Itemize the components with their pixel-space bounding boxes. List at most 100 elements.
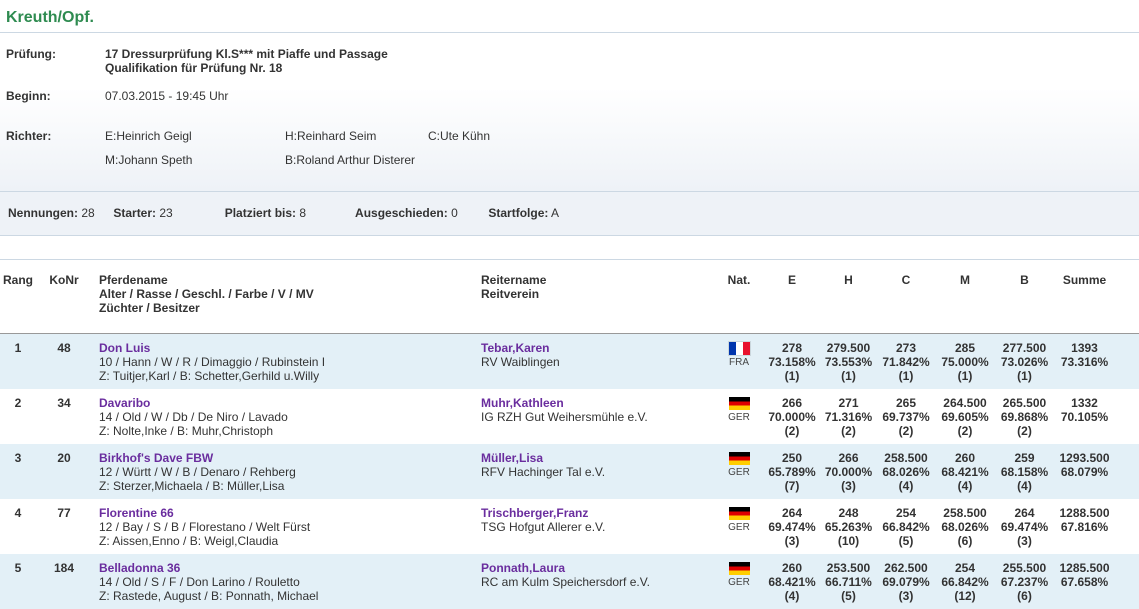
nation-cell: FRA	[714, 341, 764, 383]
score-b-rank: (2)	[1017, 424, 1032, 438]
rider-name-link[interactable]: Trischberger,Franz	[481, 506, 589, 520]
score-c-cell: 265 69.737% (2)	[877, 396, 935, 438]
judges-list: E:Heinrich Geigl H:Reinhard Seim C:Ute Küh…	[105, 129, 490, 167]
score-h-percent: 70.000%	[824, 465, 873, 479]
rider-club: IG RZH Gut Weihersmühle e.V.	[481, 410, 648, 424]
score-c-percent: 66.842%	[882, 520, 930, 534]
score-m-percent: 66.842%	[941, 575, 989, 589]
horse-details: 14 / Old / S / F / Don Larino / Rouletto	[99, 575, 300, 589]
score-b-percent: 69.474%	[1000, 520, 1049, 534]
horse-name-link[interactable]: Birkhof's Dave FBW	[99, 451, 214, 465]
header-judge-e: E	[787, 273, 796, 287]
score-e-percent: 65.789%	[768, 465, 816, 479]
rider-club: RC am Kulm Speichersdorf e.V.	[481, 575, 650, 589]
pruefung-line1: 17 Dressurprüfung Kl.S*** mit Piaffe und…	[105, 47, 388, 61]
rank-cell: 5	[14, 561, 22, 575]
score-b-percent: 73.026%	[1000, 355, 1049, 369]
header-pferdename-line1: Pferdename	[99, 273, 168, 287]
start-number-cell: 20	[57, 451, 71, 465]
horse-name-link[interactable]: Belladonna 36	[99, 561, 181, 575]
score-m-cell: 285 75.000% (1)	[935, 341, 995, 383]
horse-breeding: Z: Aissen,Enno / B: Weigl,Claudia	[99, 534, 279, 548]
table-row: 4 77 Florentine 66 12 / Bay / S / B / Fl…	[0, 499, 1139, 554]
score-h-cell: 266 70.000% (3)	[820, 451, 877, 493]
score-m-rank: (4)	[957, 479, 973, 493]
nation-code: GER	[728, 467, 750, 478]
score-h-percent: 71.316%	[824, 410, 873, 424]
rider-cell: Muhr,Kathleen IG RZH Gut Weihersmühle e.…	[474, 396, 714, 438]
header-reitername-line2: Reitverein	[481, 287, 540, 301]
score-b-percent: 67.237%	[1000, 575, 1049, 589]
flag-ger-icon	[728, 452, 750, 465]
flag-ger-icon	[728, 397, 750, 410]
judge-c: C:Ute Kühn	[428, 129, 491, 143]
rider-name-link[interactable]: Müller,Lisa	[481, 451, 544, 465]
score-h-cell: 271 71.316% (2)	[820, 396, 877, 438]
score-b-cell: 264 69.474% (3)	[995, 506, 1054, 548]
judges-line-2: M:Johann Speth B:Roland Arthur Disterer	[105, 153, 490, 167]
score-b-rank: (1)	[1017, 369, 1032, 383]
stat-platziert-value: 8	[299, 206, 307, 220]
score-h-percent: 66.711%	[825, 575, 872, 589]
score-c-rank: (5)	[898, 534, 914, 548]
horse-name-link[interactable]: Florentine 66	[99, 506, 174, 520]
score-e-cell: 250 65.789% (7)	[764, 451, 820, 493]
score-summe-percent: 73.316%	[1060, 355, 1109, 369]
header-pferdename-line2: Alter / Rasse / Geschl. / Farbe / V / MV	[99, 287, 314, 301]
horse-details: 14 / Old / W / Db / De Niro / Lavado	[99, 410, 288, 424]
score-c-points: 254	[895, 506, 917, 520]
stat-startfolge: Startfolge: A	[488, 206, 559, 220]
pruefung-value: 17 Dressurprüfung Kl.S*** mit Piaffe und…	[105, 47, 388, 75]
score-b-percent: 68.158%	[1000, 465, 1049, 479]
score-m-percent: 75.000%	[941, 355, 989, 369]
score-m-rank: (2)	[957, 424, 973, 438]
score-m-rank: (6)	[957, 534, 973, 548]
nation-cell: GER	[714, 396, 764, 438]
score-c-rank: (1)	[898, 369, 914, 383]
score-c-points: 262.500	[884, 561, 928, 575]
horse-name-link[interactable]: Davaribo	[99, 396, 151, 410]
rider-cell: Ponnath,Laura RC am Kulm Speichersdorf e…	[474, 561, 714, 603]
score-e-points: 266	[781, 396, 803, 410]
rider-name-link[interactable]: Ponnath,Laura	[481, 561, 566, 575]
score-b-points: 255.500	[1002, 561, 1047, 575]
rider-name-link[interactable]: Muhr,Kathleen	[481, 396, 564, 410]
horse-cell: Belladonna 36 14 / Old / S / F / Don Lar…	[92, 561, 474, 603]
score-m-percent: 68.026%	[941, 520, 989, 534]
score-b-cell: 277.500 73.026% (1)	[995, 341, 1054, 383]
rider-cell: Müller,Lisa RFV Hachinger Tal e.V.	[474, 451, 714, 493]
stat-starter-label: Starter:	[113, 206, 157, 220]
score-summe-points: 1293.500	[1059, 451, 1110, 465]
horse-breeding: Z: Rastede, August / B: Ponnath, Michael	[99, 589, 319, 603]
score-c-cell: 254 66.842% (5)	[877, 506, 935, 548]
stat-nennungen-label: Nennungen:	[8, 206, 78, 220]
nation-code: FRA	[729, 357, 749, 368]
rider-club: TSG Hofgut Allerer e.V.	[481, 520, 606, 534]
stat-startfolge-label: Startfolge:	[488, 206, 549, 220]
header-judge-m: M	[960, 273, 970, 287]
judge-h: H:Reinhard Seim	[285, 129, 377, 143]
score-c-cell: 262.500 69.079% (3)	[877, 561, 935, 603]
horse-breeding: Z: Nolte,Inke / B: Muhr,Christoph	[99, 424, 274, 438]
rider-club: RV Waiblingen	[481, 355, 560, 369]
score-c-points: 265	[895, 396, 917, 410]
nation-code: GER	[728, 577, 750, 588]
score-e-rank: (4)	[784, 589, 800, 603]
flag-ger-icon	[728, 562, 750, 575]
score-b-cell: 255.500 67.237% (6)	[995, 561, 1054, 603]
score-summe-points: 1288.500	[1059, 506, 1110, 520]
header-pferdename-line3: Züchter / Besitzer	[99, 301, 200, 315]
table-row: 5 184 Belladonna 36 14 / Old / S / F / D…	[0, 554, 1139, 609]
rider-name-link[interactable]: Tebar,Karen	[481, 341, 550, 355]
score-h-points: 253.500	[826, 561, 871, 575]
score-h-rank: (5)	[841, 589, 856, 603]
pruefung-row: Prüfung: 17 Dressurprüfung Kl.S*** mit P…	[6, 47, 1139, 75]
results-table-header: Rang KoNr Pferdename Alter / Rasse / Ges…	[0, 260, 1139, 334]
score-b-points: 265.500	[1002, 396, 1047, 410]
score-summe-percent: 70.105%	[1060, 410, 1109, 424]
score-m-percent: 68.421%	[941, 465, 989, 479]
score-h-percent: 73.553%	[824, 355, 873, 369]
horse-name-link[interactable]: Don Luis	[99, 341, 151, 355]
table-row: 3 20 Birkhof's Dave FBW 12 / Württ / W /…	[0, 444, 1139, 499]
judge-e: E:Heinrich Geigl	[105, 129, 192, 143]
